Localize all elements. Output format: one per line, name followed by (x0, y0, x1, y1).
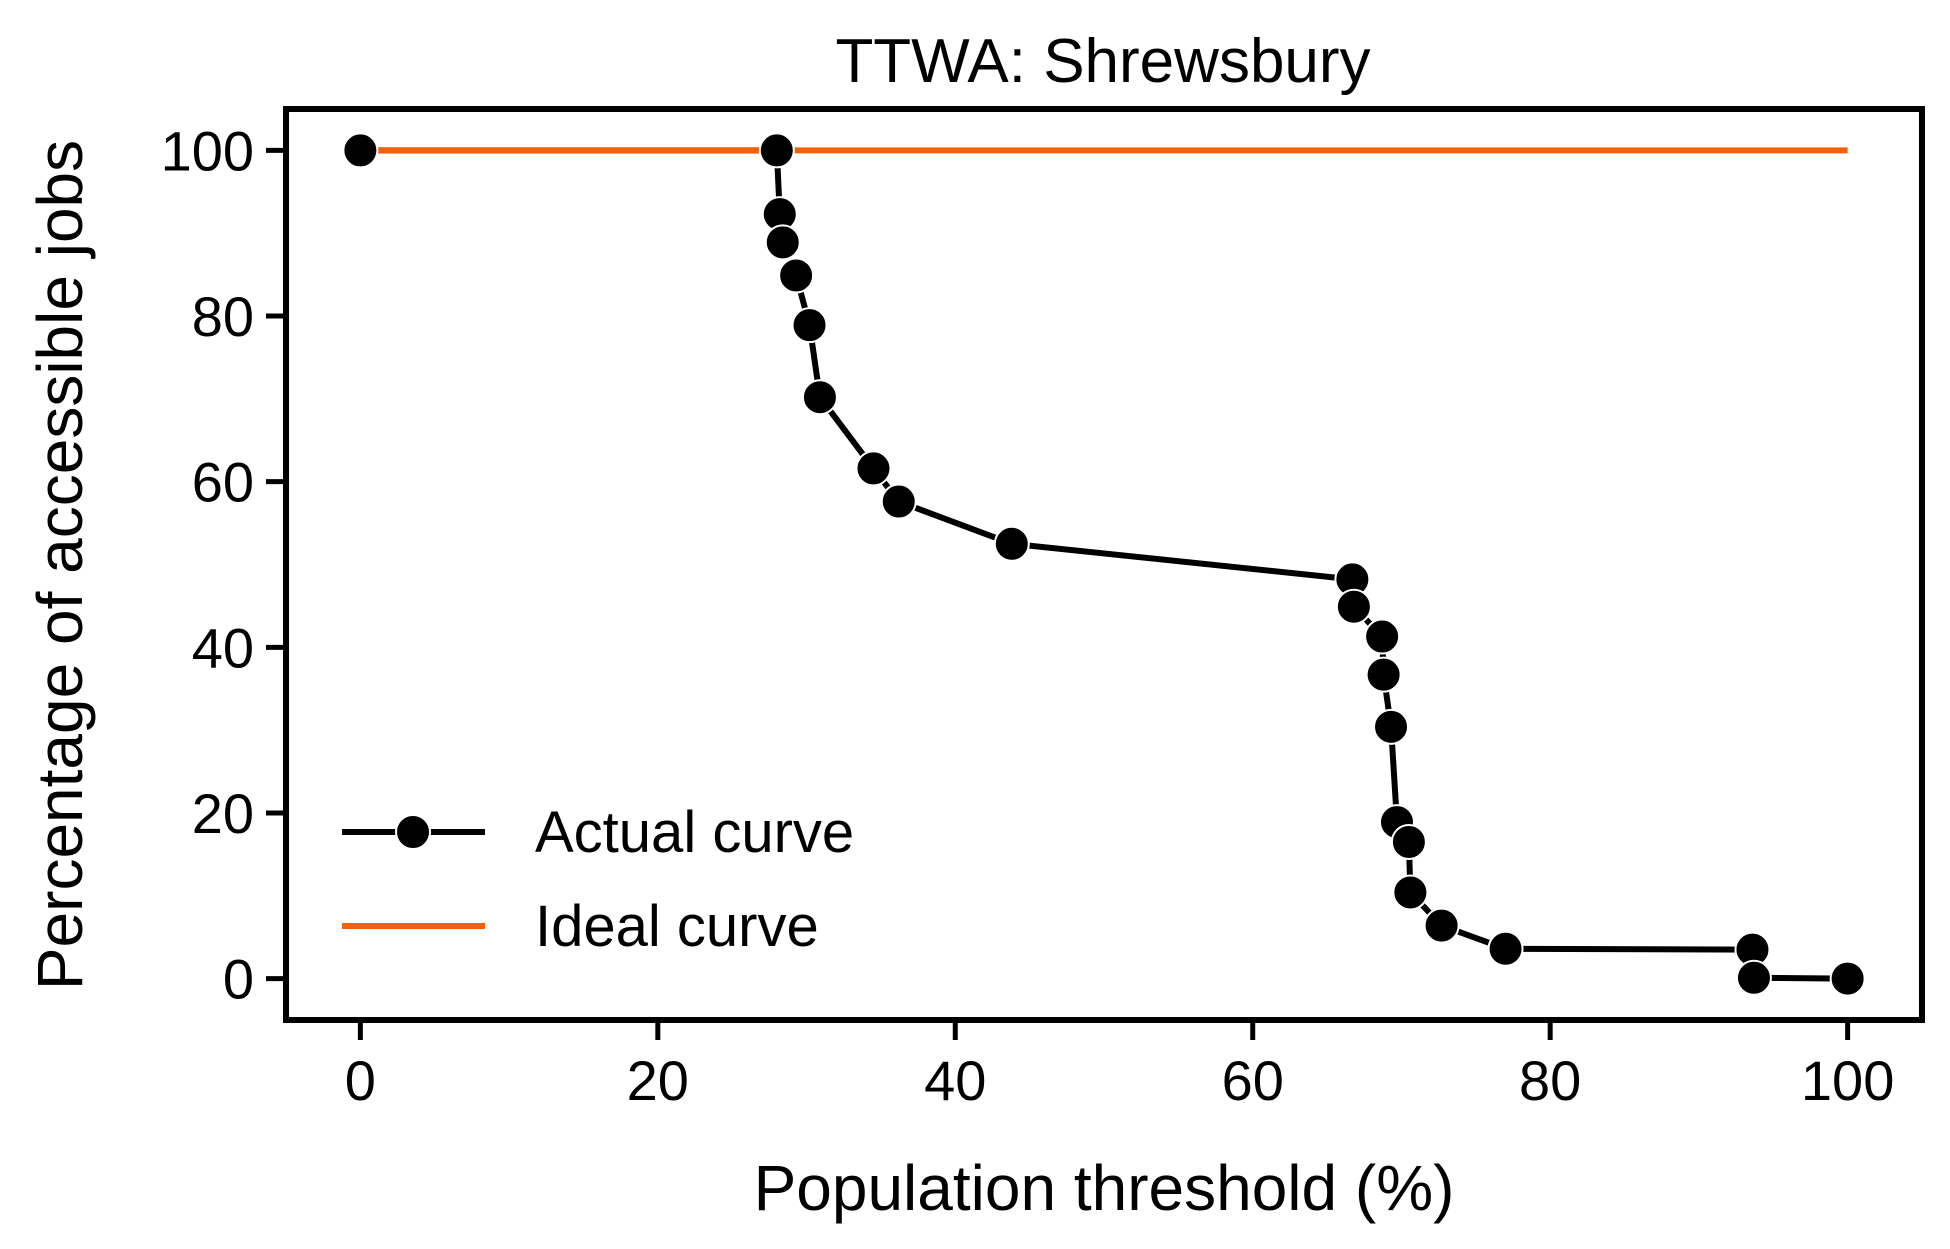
data-point-actual (1392, 874, 1429, 911)
legend-label-ideal: Ideal curve (535, 894, 819, 959)
legend: Actual curve Ideal curve (342, 800, 854, 959)
data-point-actual (1364, 618, 1401, 655)
chart-title: TTWA: Shrewsbury (835, 27, 1370, 96)
x-tick-label: 40 (924, 1049, 986, 1112)
y-tick-label: 20 (192, 782, 254, 845)
y-tick-label: 40 (192, 616, 254, 679)
x-tick-label: 0 (345, 1049, 376, 1112)
y-axis: 0 20 40 60 80 100 (161, 119, 286, 1011)
y-tick-label: 60 (192, 451, 254, 514)
x-tick-label: 60 (1222, 1049, 1284, 1112)
x-axis: 0 20 40 60 80 100 (345, 1020, 1894, 1112)
data-point-actual (993, 525, 1030, 562)
data-point-actual (880, 483, 917, 520)
data-point-actual (1423, 907, 1460, 944)
data-point-actual (1829, 960, 1866, 997)
x-tick-label: 100 (1801, 1049, 1894, 1112)
data-point-actual (1373, 708, 1410, 745)
data-point-actual (1365, 656, 1402, 693)
y-tick-label: 100 (161, 119, 254, 182)
y-tick-label: 0 (223, 948, 254, 1011)
data-point-actual (855, 450, 892, 487)
data-point-actual (1335, 588, 1372, 625)
plot-area (342, 132, 1866, 997)
data-point-actual (758, 132, 795, 169)
data-point-actual (1487, 930, 1524, 967)
data-point-actual (791, 307, 828, 344)
data-point-actual (1390, 823, 1427, 860)
data-point-actual (764, 224, 801, 261)
data-point-actual (778, 257, 815, 294)
y-tick-label: 80 (192, 285, 254, 348)
data-point-actual (342, 132, 379, 169)
legend-marker-actual (395, 814, 431, 850)
x-axis-label: Population threshold (%) (754, 1152, 1455, 1224)
x-tick-label: 80 (1519, 1049, 1581, 1112)
data-point-actual (1735, 959, 1772, 996)
axes-frame (283, 106, 1925, 1023)
data-point-actual (801, 379, 838, 416)
legend-label-actual: Actual curve (535, 800, 854, 865)
y-axis-label: Percentage of accessible jobs (24, 140, 96, 990)
x-tick-label: 20 (627, 1049, 689, 1112)
